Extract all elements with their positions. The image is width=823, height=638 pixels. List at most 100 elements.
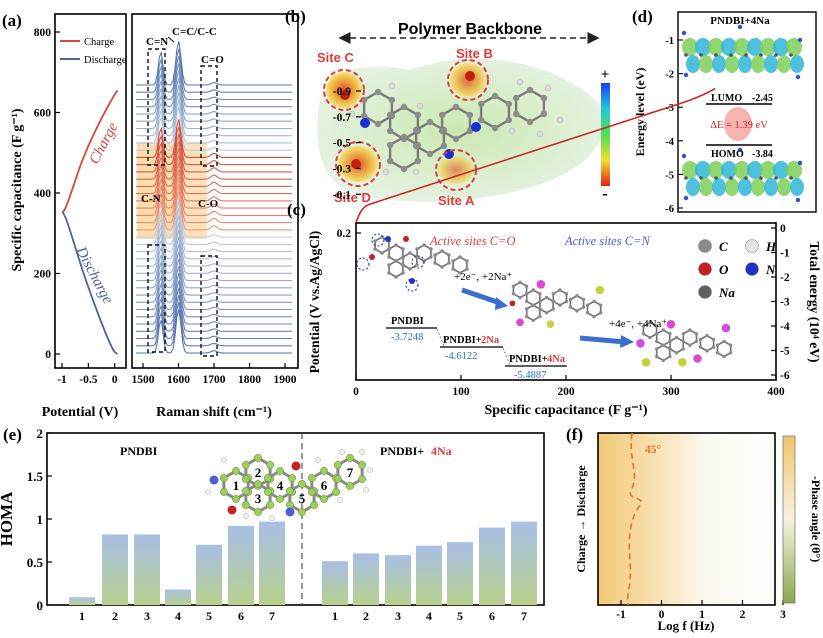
c-mol-atom bbox=[568, 297, 573, 302]
orbital-lobe bbox=[777, 55, 791, 73]
raman-spectrum-line bbox=[135, 148, 293, 187]
c-mol-atom bbox=[681, 347, 685, 351]
e-connector-2 bbox=[502, 347, 511, 366]
b-atom-h bbox=[556, 116, 564, 124]
c-mol-ring bbox=[525, 289, 541, 307]
c-mol-atom bbox=[674, 335, 679, 340]
orbital-lobe bbox=[682, 38, 698, 56]
peak-label-cn2: C-N bbox=[141, 193, 161, 205]
gcd-x-tick-label: -0.5 bbox=[79, 374, 97, 386]
c-mol-extra bbox=[693, 354, 702, 363]
orbital-lobe bbox=[777, 178, 791, 196]
c-y-tick-label-right: 0 bbox=[780, 223, 786, 235]
d-y-tick-label: -1 bbox=[665, 36, 674, 47]
raman-spectrum-line bbox=[135, 229, 293, 274]
b-atom-c bbox=[386, 141, 394, 149]
c-mol-atom bbox=[531, 303, 536, 307]
panel-d: (d) PNDBI+4Na -1 -2 -3 -4 -5 -6 Energy level … bbox=[632, 7, 817, 215]
c-mol-atom bbox=[661, 358, 666, 363]
homa-atom bbox=[320, 495, 328, 503]
orbital-lobe bbox=[712, 55, 726, 73]
e-x-label-pndbi: 2 bbox=[112, 609, 118, 623]
c-mol-ring bbox=[512, 281, 528, 299]
c-x-tick-label: 300 bbox=[662, 386, 680, 398]
orbital-lobe bbox=[725, 55, 739, 73]
c-mol-atom bbox=[705, 333, 709, 338]
c-mol-atom bbox=[655, 354, 659, 359]
c-x-label: Specific capacitance (F g⁻¹) bbox=[484, 403, 647, 418]
c-y-tick-label-right: -1 bbox=[780, 248, 790, 260]
c-mol-atom bbox=[433, 261, 437, 265]
homa-atom bbox=[333, 475, 342, 483]
c-mol-atom bbox=[387, 247, 391, 251]
c-mol-atom bbox=[387, 255, 391, 259]
raman-spectrum-line bbox=[135, 215, 293, 260]
legend-atom bbox=[698, 285, 712, 299]
c-mol-atom bbox=[655, 332, 659, 336]
homa-atom bbox=[332, 488, 341, 496]
homa-atom bbox=[310, 501, 319, 509]
step-arrow-2-head bbox=[620, 335, 634, 348]
c-mol-atom bbox=[401, 263, 405, 267]
orbital-lobe bbox=[686, 55, 700, 73]
d-frame bbox=[677, 11, 817, 213]
orbital-atom bbox=[789, 176, 793, 180]
orbital-lobe bbox=[695, 161, 711, 179]
orbital-lobe bbox=[773, 38, 789, 56]
b-atom-c bbox=[400, 103, 408, 111]
peak-label-cc: C=C/C-C bbox=[172, 26, 217, 38]
b-atom-c bbox=[438, 127, 446, 135]
c-mol-atom bbox=[715, 351, 720, 355]
c-mol-ring bbox=[716, 340, 732, 358]
b-atom-c bbox=[386, 111, 394, 119]
c-mol-extra bbox=[595, 285, 605, 295]
orbital-atom bbox=[759, 176, 763, 180]
c-mol-atom bbox=[465, 267, 469, 271]
raman-spectrum-line bbox=[135, 41, 293, 86]
c-y-tick-label-right: -2 bbox=[780, 272, 790, 284]
homa-atom bbox=[285, 487, 294, 495]
orbital-lobe bbox=[725, 178, 739, 196]
peak-label-c-n: C=N bbox=[146, 36, 168, 48]
c-y-tick-label-right: -3 bbox=[780, 297, 790, 309]
f-x-tick-label: 3 bbox=[780, 609, 786, 621]
c-mol-atom bbox=[585, 311, 590, 315]
c-mol-ring bbox=[699, 334, 715, 352]
orbital-lobe bbox=[738, 55, 752, 73]
e-value-3: -5.4887 bbox=[514, 370, 546, 381]
45deg-contour bbox=[626, 432, 643, 606]
raman-x-tick-label: 1600 bbox=[167, 374, 190, 386]
orbital-na bbox=[681, 153, 687, 159]
b-atom-c bbox=[540, 94, 548, 102]
homa-h-atom bbox=[269, 515, 275, 521]
raman-spectrum-line bbox=[135, 287, 293, 332]
orbital-lobe bbox=[712, 178, 726, 196]
contour-label: 45° bbox=[645, 444, 662, 456]
b-atom-c bbox=[466, 111, 474, 119]
c-site-ring bbox=[371, 233, 385, 247]
c-mol-atom bbox=[551, 292, 556, 296]
c-mol-atom bbox=[373, 239, 377, 243]
colorbar-plus: + bbox=[601, 67, 610, 83]
step-arrow-2 bbox=[579, 335, 626, 345]
homa-atom bbox=[241, 487, 250, 495]
orbital-lobe bbox=[699, 55, 713, 73]
homa-h-atom bbox=[221, 457, 227, 463]
c-mol-atom bbox=[387, 271, 391, 275]
c-mol-atom bbox=[401, 271, 405, 275]
c-mol-atom bbox=[598, 311, 603, 315]
c-mol-atom bbox=[674, 351, 679, 355]
raman-spectra bbox=[135, 41, 293, 354]
e-value-2: -4.6122 bbox=[445, 351, 477, 362]
b-atom-c bbox=[512, 110, 520, 118]
orbital-lobe bbox=[751, 178, 765, 196]
gcd-y-ticks: 0 200 400 600 800 bbox=[34, 27, 60, 361]
peak-pointer bbox=[167, 36, 175, 43]
site-c-ring bbox=[323, 69, 365, 111]
lumo-value: -2.45 bbox=[752, 93, 773, 104]
c-mol-atom bbox=[694, 332, 699, 336]
c-mol-atom bbox=[538, 299, 542, 304]
c-mol-atom bbox=[451, 267, 455, 271]
c-mol-atom bbox=[458, 255, 462, 259]
b-atom-c bbox=[414, 111, 422, 119]
